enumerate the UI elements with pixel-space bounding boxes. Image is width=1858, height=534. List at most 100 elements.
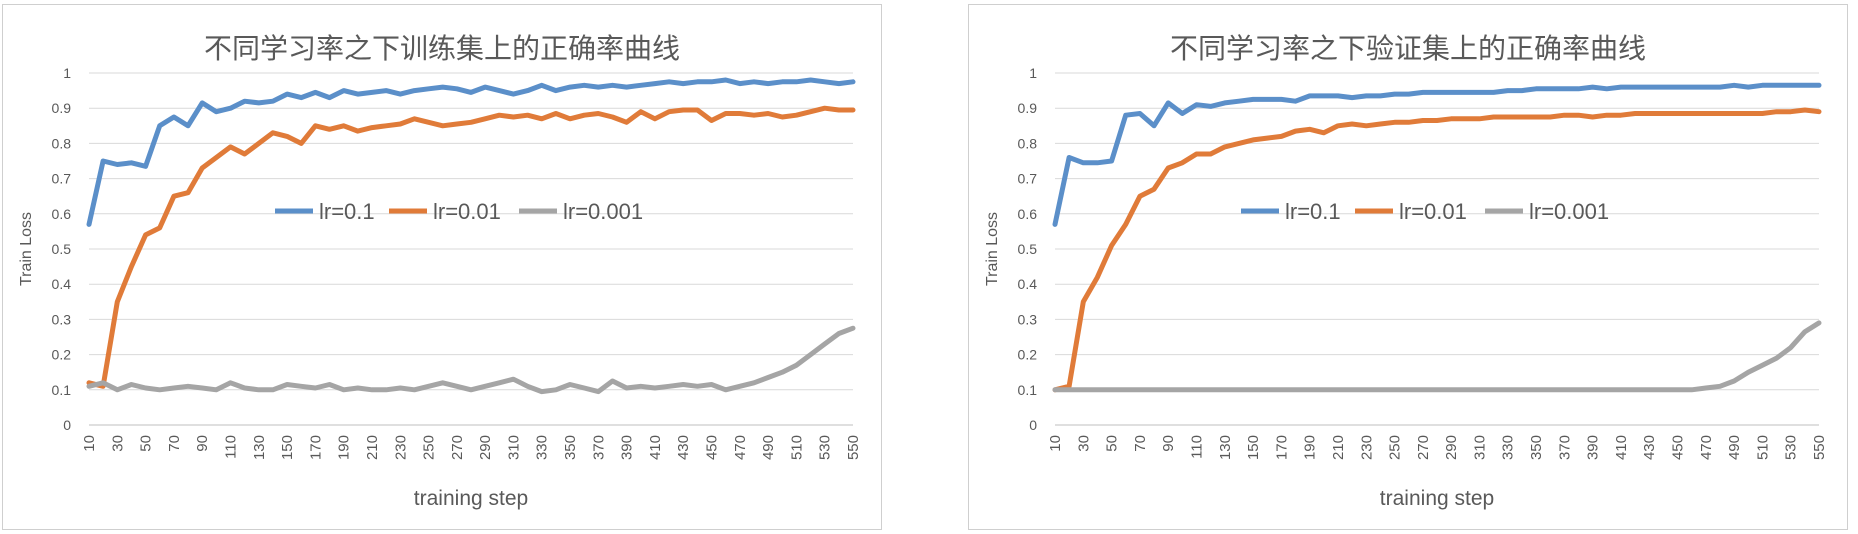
x-tick-label: 10: [81, 435, 98, 452]
x-tick-label: 270: [1415, 435, 1432, 460]
x-tick-label: 430: [675, 435, 692, 460]
x-tick-label: 210: [1330, 435, 1347, 460]
x-tick-label: 290: [477, 435, 494, 460]
series-line-lr=0.01: [86, 105, 856, 389]
y-tick-label: 1: [1029, 65, 1037, 81]
x-tick-label: 150: [1245, 435, 1262, 460]
x-tick-label: 290: [1443, 435, 1460, 460]
x-tick-label: 90: [1160, 435, 1177, 452]
x-tick-label: 30: [1075, 435, 1092, 452]
chart-panel-validation: 不同学习率之下验证集上的正确率曲线 0 0.1 0.2 0.3 0.4 0.5 0.6 0.7…: [968, 4, 1848, 530]
series-line-lr=0.001: [86, 325, 856, 395]
series-line-lr=0.001: [1052, 320, 1822, 393]
x-tick-label: 510: [788, 435, 805, 460]
x-tick-label: 390: [619, 435, 636, 460]
y-tick-label: 0.3: [52, 311, 72, 327]
y-tick-label: 0.7: [52, 171, 72, 187]
y-tick-label: 0.1: [1018, 382, 1038, 398]
x-tick-label: 190: [336, 435, 353, 460]
x-tick-label: 310: [1471, 435, 1488, 460]
x-tick-label: 70: [1132, 435, 1149, 452]
chart-panel-train: 不同学习率之下训练集上的正确率曲线 0 0.1 0.2 0.3 0.4 0.5 0.6 0.7…: [2, 4, 882, 530]
x-tick-label: 330: [1500, 435, 1517, 460]
x-axis-title: training step: [414, 487, 528, 510]
x-tick-label: 410: [1613, 435, 1630, 460]
y-tick-label: 0.5: [1018, 241, 1038, 257]
legend-label: lr=0.1: [319, 199, 375, 224]
x-tick-label: 150: [279, 435, 296, 460]
y-tick-label: 0.9: [52, 100, 72, 116]
x-tick-label: 530: [817, 435, 834, 460]
y-tick-label: 0.5: [52, 241, 72, 257]
x-tick-label: 450: [704, 435, 721, 460]
x-tick-label: 410: [647, 435, 664, 460]
x-tick-label: 230: [392, 435, 409, 460]
x-tick-label: 350: [1528, 435, 1545, 460]
y-axis-title: Train Loss: [984, 212, 1001, 286]
y-tick-label: 0.4: [52, 276, 72, 292]
y-tick-label: 0.6: [1018, 206, 1038, 222]
legend-label: lr=0.01: [433, 199, 501, 224]
x-tick-label: 530: [1783, 435, 1800, 460]
x-tick-label: 90: [194, 435, 211, 452]
y-tick-label: 0.2: [52, 347, 72, 363]
x-tick-label: 250: [421, 435, 438, 460]
y-axis-title: Train Loss: [18, 212, 35, 286]
x-tick-label: 330: [534, 435, 551, 460]
x-tick-label: 30: [109, 435, 126, 452]
x-tick-label: 430: [1641, 435, 1658, 460]
x-tick-label: 470: [1698, 435, 1715, 460]
x-tick-label: 510: [1754, 435, 1771, 460]
x-tick-label: 230: [1358, 435, 1375, 460]
x-tick-label: 110: [1188, 435, 1205, 459]
y-tick-label: 0.7: [1018, 171, 1038, 187]
y-tick-label: 0.8: [1018, 135, 1038, 151]
x-axis-title: training step: [1380, 487, 1494, 510]
y-tick-label: 0.6: [52, 206, 72, 222]
x-tick-label: 370: [590, 435, 607, 460]
legend-label: lr=0.1: [1285, 199, 1341, 224]
legend-label: lr=0.01: [1399, 199, 1467, 224]
x-tick-label: 10: [1047, 435, 1064, 452]
x-tick-label: 70: [166, 435, 183, 452]
series-line-lr=0.1: [86, 77, 856, 227]
legend-label: lr=0.001: [1529, 199, 1609, 224]
x-tick-label: 550: [845, 435, 862, 460]
x-tick-label: 490: [760, 435, 777, 460]
x-tick-label: 390: [1585, 435, 1602, 460]
x-tick-label: 50: [1104, 435, 1121, 452]
y-tick-label: 0.1: [52, 382, 72, 398]
y-tick-label: 0.3: [1018, 311, 1038, 327]
x-tick-label: 470: [732, 435, 749, 460]
x-tick-label: 350: [562, 435, 579, 460]
x-tick-label: 110: [222, 435, 239, 459]
x-tick-label: 210: [364, 435, 381, 460]
y-tick-label: 0: [63, 417, 71, 433]
chart-title: 不同学习率之下训练集上的正确率曲线: [203, 32, 680, 65]
x-tick-label: 490: [1726, 435, 1743, 460]
x-tick-label: 310: [505, 435, 522, 460]
legend-label: lr=0.001: [563, 199, 643, 224]
x-tick-label: 170: [1273, 435, 1290, 460]
x-tick-label: 270: [449, 435, 466, 460]
series-line-lr=0.1: [1052, 82, 1822, 227]
x-tick-label: 130: [1217, 435, 1234, 460]
series-line-lr=0.01: [1052, 107, 1822, 393]
x-tick-label: 190: [1302, 435, 1319, 460]
x-tick-label: 450: [1670, 435, 1687, 460]
chart-title: 不同学习率之下验证集上的正确率曲线: [1169, 32, 1646, 65]
x-tick-label: 370: [1556, 435, 1573, 460]
y-tick-label: 0.8: [52, 135, 72, 151]
y-tick-label: 0.4: [1018, 276, 1038, 292]
x-tick-label: 250: [1387, 435, 1404, 460]
x-tick-label: 170: [307, 435, 324, 460]
y-tick-label: 0: [1029, 417, 1037, 433]
x-tick-label: 50: [138, 435, 155, 452]
x-tick-label: 130: [251, 435, 268, 460]
y-tick-label: 0.9: [1018, 100, 1038, 116]
y-tick-label: 1: [63, 65, 71, 81]
x-tick-label: 550: [1811, 435, 1828, 460]
y-tick-label: 0.2: [1018, 347, 1038, 363]
